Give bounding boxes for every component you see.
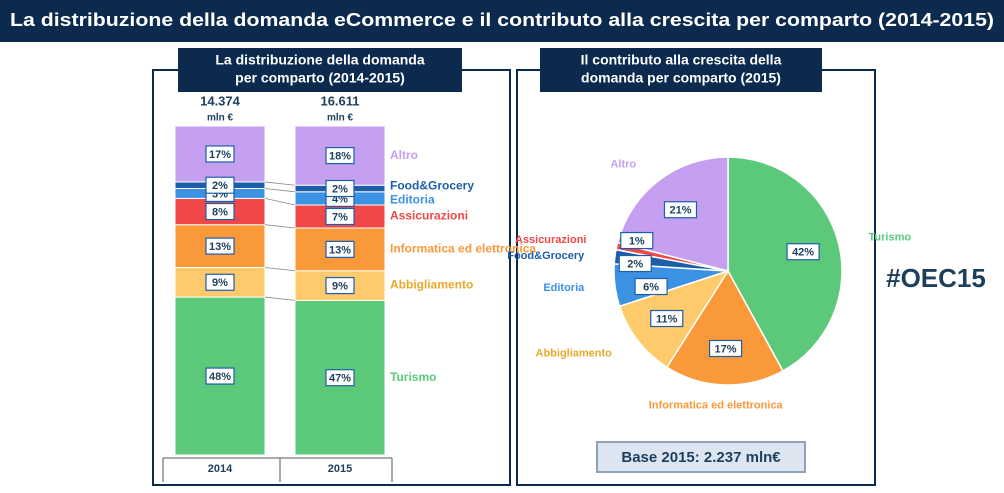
value-label: 2% xyxy=(627,258,643,270)
value-label-box xyxy=(205,367,235,385)
total-label: 16.611 xyxy=(320,93,359,108)
value-label-box xyxy=(325,369,355,387)
category-label: Abbigliamento xyxy=(536,347,613,359)
value-label: 9% xyxy=(332,280,348,292)
legend-label: Altro xyxy=(390,148,418,162)
value-label: 6% xyxy=(643,281,659,293)
value-label-box xyxy=(325,179,355,198)
header-bar xyxy=(0,0,1004,42)
pie-slice xyxy=(665,269,784,386)
value-label: 8% xyxy=(212,206,228,218)
category-label: Food&Grocery xyxy=(507,250,585,262)
legend-label: Turismo xyxy=(390,370,436,384)
connector xyxy=(264,181,296,186)
legend-label: Abbigliamento xyxy=(390,278,473,292)
x-tick-label: 2014 xyxy=(208,463,233,475)
value-label: 13% xyxy=(209,241,231,253)
left-panel-title: La distribuzione della domanda xyxy=(215,52,424,68)
value-label: 42% xyxy=(792,247,814,259)
left-panel-title-box xyxy=(178,48,462,92)
value-label: 9% xyxy=(212,277,228,289)
value-label-box xyxy=(786,243,820,261)
value-label-box xyxy=(205,273,235,291)
right-panel-title-box xyxy=(540,48,822,92)
connector xyxy=(264,224,296,229)
value-label-box xyxy=(325,147,355,165)
value-label-box xyxy=(650,309,684,328)
value-label-box xyxy=(618,254,652,273)
value-label-box xyxy=(325,276,355,295)
value-label: 1% xyxy=(629,235,645,247)
total-label: 14.374 xyxy=(200,93,241,108)
value-label: 13% xyxy=(329,244,351,256)
legend-label: Informatica ed elettronica xyxy=(390,242,536,256)
value-label-box xyxy=(634,277,668,296)
value-label: 11% xyxy=(656,313,678,325)
category-label: Turismo xyxy=(869,231,912,243)
value-label: 17% xyxy=(715,343,737,355)
value-label: 7% xyxy=(332,211,348,223)
connector xyxy=(264,197,296,206)
right-panel-title: Il contributo alla crescita della xyxy=(581,52,782,68)
legend-label: Editoria xyxy=(390,193,435,207)
hashtag: #OEC15 xyxy=(886,263,986,293)
right-panel-title: domanda per comparto (2015) xyxy=(581,70,781,86)
header-title: La distribuzione della domanda eCommerce… xyxy=(10,10,994,30)
x-tick-label: 2015 xyxy=(328,463,352,475)
value-label-box xyxy=(325,207,355,226)
note-box xyxy=(596,441,806,473)
value-label-box xyxy=(663,201,698,219)
pie-slice xyxy=(727,156,843,372)
value-label: 48% xyxy=(209,371,231,383)
category-label: Assicurazioni xyxy=(515,234,587,246)
value-label-box xyxy=(205,237,235,255)
category-label: Editoria xyxy=(543,282,585,294)
value-label-box xyxy=(205,176,235,194)
value-label: 2% xyxy=(332,183,348,195)
value-label-box xyxy=(325,240,355,258)
value-label: 18% xyxy=(329,151,351,163)
value-label: 21% xyxy=(669,205,691,217)
value-label-box xyxy=(708,339,743,358)
value-label-box xyxy=(620,231,654,250)
value-label-box xyxy=(205,202,235,221)
total-unit: mln € xyxy=(207,113,234,124)
value-label: 2% xyxy=(212,180,228,192)
connector xyxy=(264,296,296,301)
category-label: Informatica ed elettronica xyxy=(649,399,784,411)
category-label: Altro xyxy=(610,159,636,171)
total-unit: mln € xyxy=(327,113,354,124)
connector xyxy=(264,188,296,193)
connector xyxy=(264,267,296,272)
left-panel-title: per comparto (2014-2015) xyxy=(235,70,405,86)
note: Base 2015: 2.237 mln€ xyxy=(621,449,781,466)
value-label-box xyxy=(205,145,235,163)
value-label: 47% xyxy=(329,373,351,385)
legend-label: Assicurazioni xyxy=(390,209,468,223)
legend-label: Food&Grocery xyxy=(390,179,474,193)
value-label: 17% xyxy=(209,149,231,161)
